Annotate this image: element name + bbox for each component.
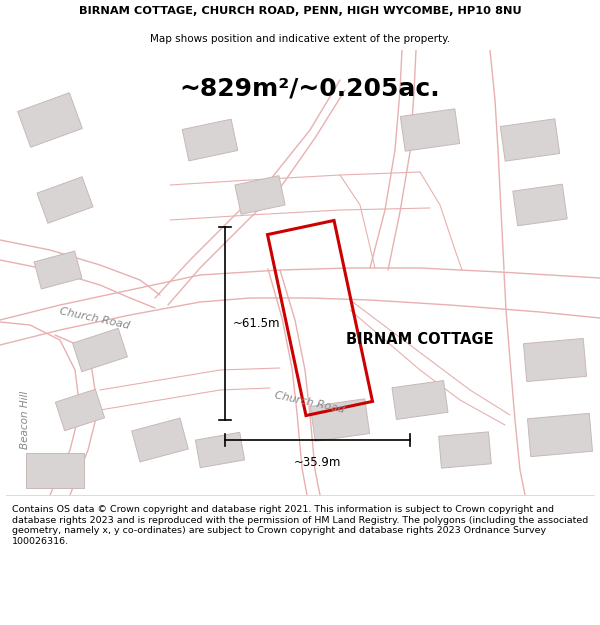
Polygon shape: [439, 432, 491, 468]
Polygon shape: [26, 452, 84, 488]
Polygon shape: [55, 389, 104, 431]
Polygon shape: [310, 399, 370, 441]
Polygon shape: [182, 119, 238, 161]
Text: Map shows position and indicative extent of the property.: Map shows position and indicative extent…: [150, 34, 450, 44]
Polygon shape: [17, 92, 82, 148]
Polygon shape: [73, 328, 127, 372]
Polygon shape: [500, 119, 560, 161]
Text: Church Road: Church Road: [274, 389, 346, 414]
Polygon shape: [235, 176, 285, 214]
Polygon shape: [392, 381, 448, 419]
Polygon shape: [400, 109, 460, 151]
Polygon shape: [37, 177, 93, 223]
Polygon shape: [34, 251, 82, 289]
Text: Beacon Hill: Beacon Hill: [20, 391, 30, 449]
Text: ~829m²/~0.205ac.: ~829m²/~0.205ac.: [179, 76, 440, 100]
Text: BIRNAM COTTAGE: BIRNAM COTTAGE: [346, 332, 494, 348]
Text: ~35.9m: ~35.9m: [294, 456, 341, 469]
Polygon shape: [523, 339, 587, 381]
Polygon shape: [527, 413, 593, 457]
Text: BIRNAM COTTAGE, CHURCH ROAD, PENN, HIGH WYCOMBE, HP10 8NU: BIRNAM COTTAGE, CHURCH ROAD, PENN, HIGH …: [79, 6, 521, 16]
Polygon shape: [513, 184, 567, 226]
Polygon shape: [196, 432, 245, 468]
Text: Contains OS data © Crown copyright and database right 2021. This information is : Contains OS data © Crown copyright and d…: [12, 506, 588, 546]
Text: ~61.5m: ~61.5m: [233, 317, 281, 330]
Polygon shape: [132, 418, 188, 462]
Text: Church Road: Church Road: [59, 306, 131, 331]
